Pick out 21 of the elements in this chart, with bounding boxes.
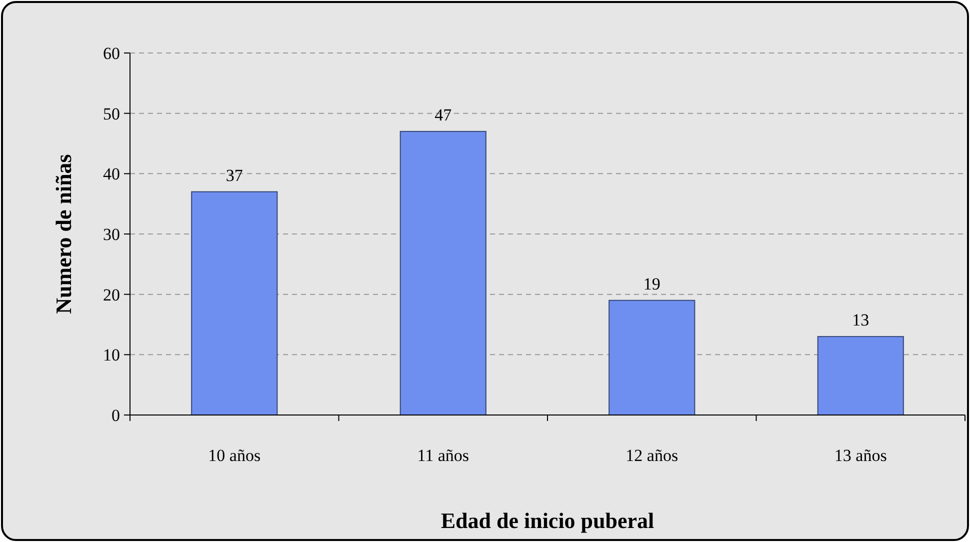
bar	[191, 191, 278, 416]
y-tick-label: 0	[112, 406, 120, 425]
data-label: 47	[434, 105, 452, 124]
data-label: 37	[226, 166, 244, 185]
bar	[400, 130, 486, 416]
x-tick-label: 10 años	[208, 446, 261, 465]
data-label: 19	[643, 274, 660, 294]
y-axis-title: Numero de niñas	[51, 154, 76, 314]
y-tick-label: 60	[103, 44, 120, 63]
x-tick-label: 12 años	[626, 446, 678, 465]
y-tick-label: 10	[103, 346, 120, 365]
bar	[608, 300, 696, 416]
x-tick-label: 13 años	[834, 446, 887, 465]
y-tick-label: 40	[103, 164, 120, 184]
bar	[817, 336, 904, 416]
x-tick-label: 11 años	[417, 446, 470, 465]
y-tick-label: 30	[103, 224, 120, 244]
y-tick-label: 20	[103, 285, 120, 304]
x-axis-title: Edad de inicio puberal	[440, 508, 654, 533]
y-tick-label: 50	[103, 104, 120, 124]
data-label: 13	[852, 310, 870, 330]
